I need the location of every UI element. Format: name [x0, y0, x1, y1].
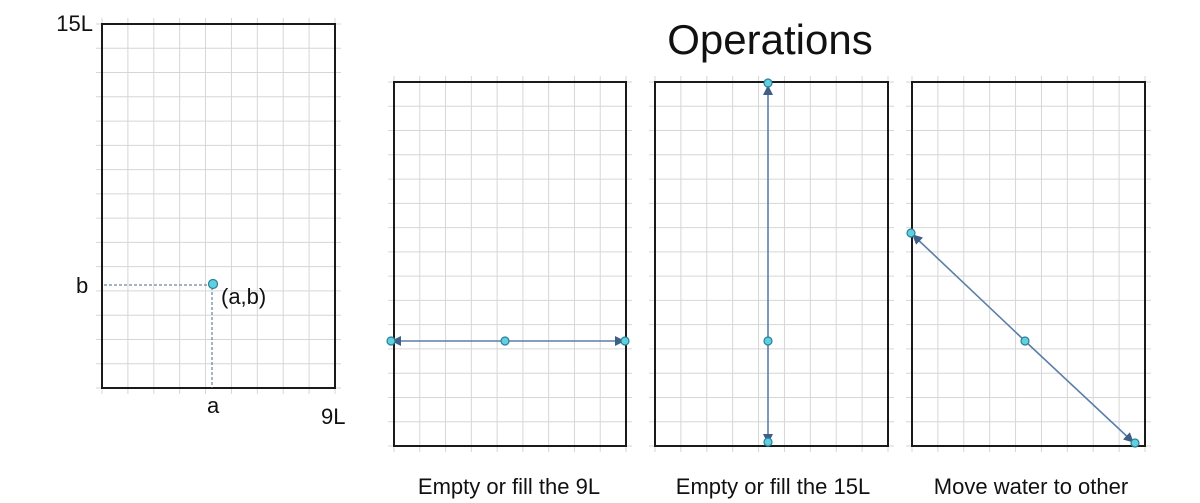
panel-2-caption: Empty or fill the 15L — [676, 474, 870, 499]
operation-panel-fill-15l: Empty or fill the 15L — [649, 76, 894, 499]
panel-3-frame — [911, 81, 1146, 447]
panel-2-point-top — [763, 78, 773, 88]
panel-1-frame — [393, 81, 627, 447]
state-panel-frame — [101, 23, 336, 389]
state-panel-grid — [96, 18, 341, 394]
pour-9l-to-15l-arrow — [1024, 340, 1134, 443]
operation-panel-transfer: Move water to other — [906, 76, 1151, 499]
panel-2-point-bottom — [763, 437, 773, 447]
panel-1-point-right — [620, 336, 630, 346]
operations-title: Operations — [667, 16, 872, 63]
panel-2-frame — [654, 81, 889, 447]
panel-2-point-center — [763, 336, 773, 346]
state-point — [207, 278, 219, 290]
b-axis-marker: b — [76, 273, 88, 298]
panel-1-point-center — [500, 336, 510, 346]
panel-3-caption: Move water to other — [934, 474, 1128, 499]
panel-1-caption: Empty or fill the 9L — [418, 474, 600, 499]
max-9l-label: 9L — [321, 404, 345, 429]
state-point-label: (a,b) — [221, 284, 266, 309]
operation-panel-fill-9l: Empty or fill the 9L — [386, 76, 632, 499]
panel-1-grid — [388, 76, 632, 452]
panel-3-point-lower-right — [1130, 438, 1140, 448]
a-axis-marker: a — [207, 393, 220, 418]
panel-2-grid — [649, 76, 894, 452]
pour-15l-to-9l-arrow — [912, 234, 1026, 342]
max-15l-label: 15L — [56, 11, 93, 36]
state-panel: 15L 9L b a (a,b) — [56, 11, 345, 429]
panel-3-point-upper-left — [906, 228, 916, 238]
panel-3-point-center — [1020, 336, 1030, 346]
panel-1-point-left — [386, 336, 396, 346]
